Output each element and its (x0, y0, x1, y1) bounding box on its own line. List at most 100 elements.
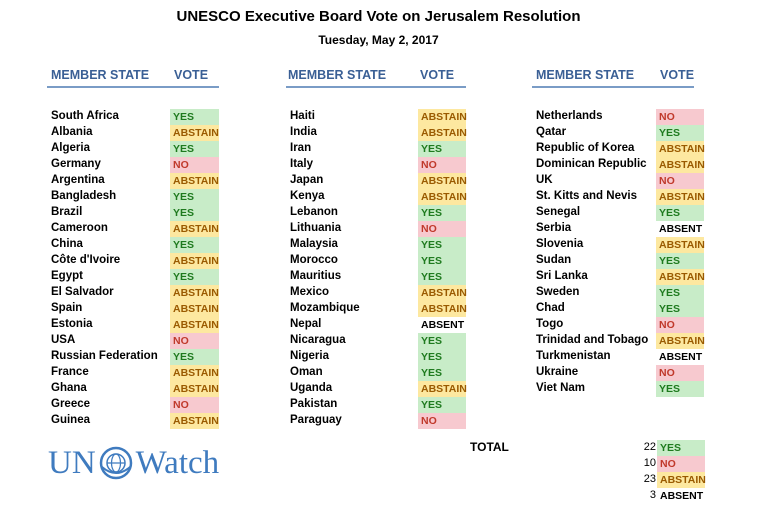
country-name: Argentina (51, 174, 105, 186)
vote-rows: Netherlands NO Qatar YES Republic of Korea AB… (532, 109, 705, 397)
vote-badge: ABSTAIN (656, 141, 705, 157)
country-name: Sri Lanka (536, 270, 588, 282)
country-name: Nigeria (290, 350, 329, 362)
country-name: Germany (51, 158, 101, 170)
total-row: 22 YES (620, 440, 710, 456)
country-name: USA (51, 334, 76, 346)
country-name: Italy (290, 158, 314, 170)
table-row: St. Kitts and Nevis ABSTAIN (532, 189, 705, 205)
country-name: Kenya (290, 190, 325, 202)
total-vote-badge: ABSTAIN (657, 472, 706, 488)
table-row: Egypt YES (47, 269, 219, 285)
vote-badge: ABSTAIN (656, 189, 705, 205)
table-row: Togo NO (532, 317, 704, 333)
country-name: Netherlands (536, 110, 603, 122)
country-name: Chad (536, 302, 565, 314)
table-row: Sudan YES (532, 253, 704, 269)
table-row: Pakistan YES (286, 397, 466, 413)
total-vote-badge: YES (657, 440, 705, 456)
country-name: Haiti (290, 110, 315, 122)
country-name: Mexico (290, 286, 329, 298)
page-title: UNESCO Executive Board Vote on Jerusalem… (176, 8, 581, 25)
vote-badge: YES (418, 365, 466, 381)
total-row: 3 ABSENT (620, 488, 710, 504)
country-name: Greece (51, 398, 91, 410)
vote-badge: ABSENT (659, 223, 703, 235)
vote-badge: ABSENT (421, 319, 465, 331)
table-row: Viet Nam YES (532, 381, 704, 397)
total-count: 22 (643, 441, 656, 453)
vote-badge: YES (170, 349, 219, 365)
column-header: MEMBER STATE VOTE (532, 68, 694, 88)
country-name: Brazil (51, 206, 83, 218)
table-row: Turkmenistan ABSENT (532, 349, 702, 365)
country-name: Japan (290, 174, 324, 186)
vote-badge: ABSTAIN (170, 253, 219, 269)
vote-badge: YES (656, 285, 704, 301)
vote-badge: ABSTAIN (170, 365, 219, 381)
vote-badge: YES (170, 237, 219, 253)
vote-badge: YES (418, 205, 466, 221)
member-state-header: MEMBER STATE (288, 68, 387, 82)
vote-badge: NO (170, 333, 219, 349)
table-row: Malaysia YES (286, 237, 466, 253)
country-name: Serbia (536, 222, 572, 234)
vote-badge: YES (418, 237, 466, 253)
vote-badge: YES (656, 301, 704, 317)
country-name: Togo (536, 318, 564, 330)
country-name: Ukraine (536, 366, 579, 378)
vote-badge: YES (656, 125, 704, 141)
table-row: Senegal YES (532, 205, 704, 221)
table-row: Cameroon ABSTAIN (47, 221, 219, 237)
vote-badge: ABSENT (659, 351, 703, 363)
country-name: Mozambique (290, 302, 360, 314)
table-row: Algeria YES (47, 141, 219, 157)
country-name: Senegal (536, 206, 581, 218)
table-row: Nepal ABSENT (286, 317, 466, 333)
vote-badge: NO (656, 109, 704, 125)
country-name: Nicaragua (290, 334, 346, 346)
vote-badge: NO (418, 413, 466, 429)
country-name: Pakistan (290, 398, 338, 410)
table-row: Nicaragua YES (286, 333, 466, 349)
vote-column-3: MEMBER STATE VOTE Netherlands NO Qatar YES R… (532, 68, 705, 397)
un-watch-logo: UN Watch (48, 443, 219, 483)
vote-badge: ABSTAIN (170, 285, 219, 301)
table-row: Mozambique ABSTAIN (286, 301, 467, 317)
table-row: Russian Federation YES (47, 349, 219, 365)
table-row: Spain ABSTAIN (47, 301, 219, 317)
table-row: South Africa YES (47, 109, 219, 125)
country-name: Mauritius (290, 270, 342, 282)
table-row: Argentina ABSTAIN (47, 173, 219, 189)
country-name: El Salvador (51, 286, 114, 298)
table-row: Netherlands NO (532, 109, 704, 125)
page-subtitle: Tuesday, May 2, 2017 (318, 33, 439, 47)
table-row: Sri Lanka ABSTAIN (532, 269, 705, 285)
vote-badge: YES (170, 189, 219, 205)
totals-list: 22 YES 10 NO 23 ABSTAIN 3 ABSENT (620, 440, 710, 504)
country-name: Iran (290, 142, 312, 154)
table-row: Brazil YES (47, 205, 219, 221)
total-count: 23 (643, 473, 656, 485)
vote-badge: YES (170, 109, 219, 125)
vote-badge: YES (656, 381, 704, 397)
country-name: Qatar (536, 126, 567, 138)
vote-badge: ABSTAIN (656, 333, 705, 349)
table-row: Guinea ABSTAIN (47, 413, 219, 429)
country-name: Cameroon (51, 222, 108, 234)
table-row: Serbia ABSENT (532, 221, 702, 237)
country-name: St. Kitts and Nevis (536, 190, 637, 202)
vote-badge: YES (418, 253, 466, 269)
vote-badge: YES (418, 269, 466, 285)
vote-badge: ABSTAIN (170, 173, 219, 189)
vote-badge: ABSTAIN (170, 317, 219, 333)
table-row: Lebanon YES (286, 205, 466, 221)
country-name: Trinidad and Tobago (536, 334, 649, 346)
country-name: Uganda (290, 382, 333, 394)
vote-badge: NO (656, 173, 704, 189)
vote-badge: ABSTAIN (418, 285, 467, 301)
country-name: Turkmenistan (536, 350, 611, 362)
column-header: MEMBER STATE VOTE (286, 68, 466, 88)
table-row: Iran YES (286, 141, 466, 157)
vote-badge: YES (418, 397, 466, 413)
